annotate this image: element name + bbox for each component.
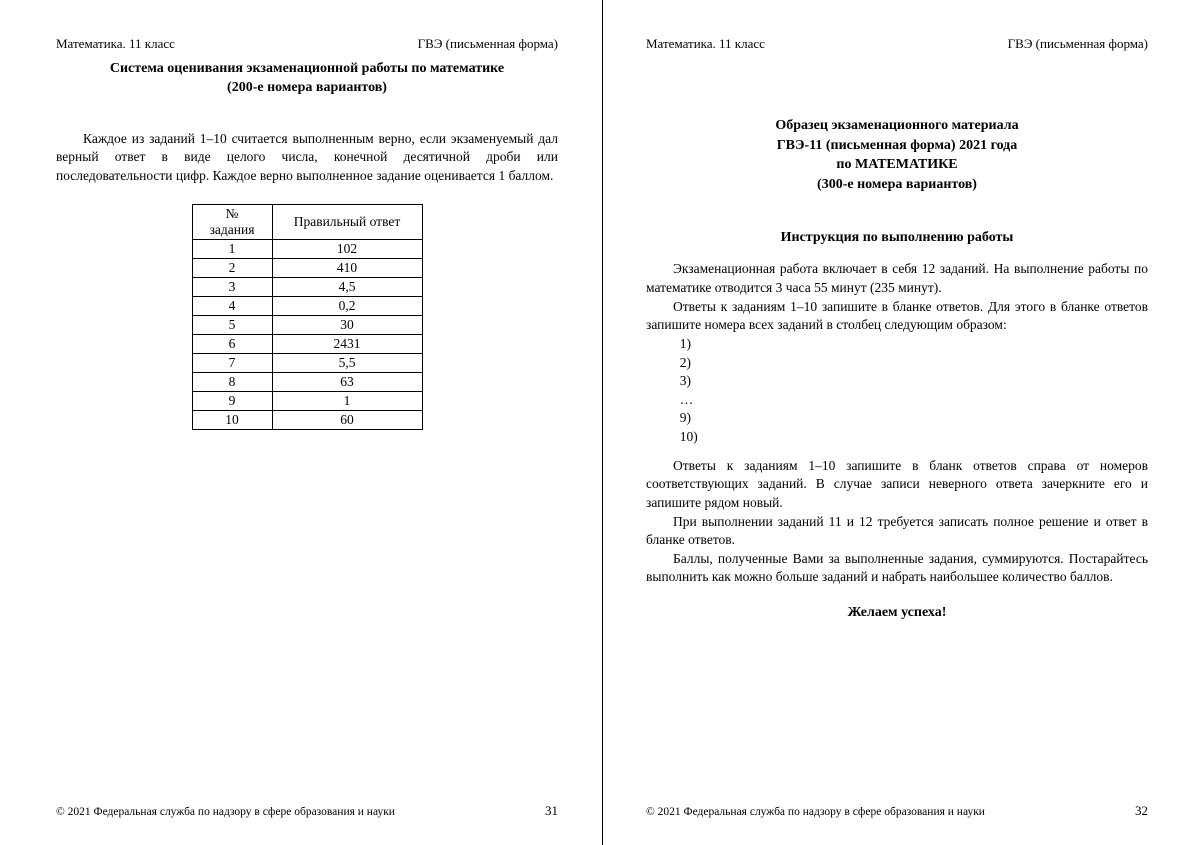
right-p2: Ответы к заданиям 1–10 запишите в бланке… [646, 298, 1148, 335]
wish-text: Желаем успеха! [646, 605, 1148, 621]
table-row: 1060 [192, 410, 422, 429]
head-subject: Математика. 11 класс [56, 36, 175, 52]
footer-right: © 2021 Федеральная служба по надзору в с… [646, 803, 1148, 819]
left-title: Система оценивания экзаменационной работ… [56, 60, 558, 98]
table-header-ans: Правильный ответ [272, 204, 422, 239]
list-item: 9) [680, 409, 1148, 428]
running-head-right: Математика. 11 класс ГВЭ (письменная фор… [646, 36, 1148, 52]
table-row: 863 [192, 372, 422, 391]
page-number: 31 [545, 803, 558, 819]
head-subject: Математика. 11 класс [646, 36, 765, 52]
table-row: 40,2 [192, 296, 422, 315]
list-item: 10) [680, 428, 1148, 447]
table-row: 1102 [192, 239, 422, 258]
page-number: 32 [1135, 803, 1148, 819]
table-row: 34,5 [192, 277, 422, 296]
copyright: © 2021 Федеральная служба по надзору в с… [56, 806, 395, 818]
number-list: 1) 2) 3) … 9) 10) [680, 335, 1148, 447]
head-form: ГВЭ (письменная форма) [1008, 36, 1148, 52]
left-title-line2: (200-е номера вариантов) [56, 79, 558, 98]
right-p1: Экзаменационная работа включает в себя 1… [646, 260, 1148, 297]
answer-key-table: № задания Правильный ответ 1102 2410 34,… [192, 204, 423, 430]
table-row: 530 [192, 315, 422, 334]
page-spread: Математика. 11 класс ГВЭ (письменная фор… [0, 0, 1204, 845]
table-row: 62431 [192, 334, 422, 353]
right-p5: Баллы, полученные Вами за выполненные за… [646, 550, 1148, 587]
footer-left: © 2021 Федеральная служба по надзору в с… [56, 803, 558, 819]
right-title-l1: Образец экзаменационного материала [646, 116, 1148, 136]
right-p4: При выполнении заданий 11 и 12 требуется… [646, 513, 1148, 550]
copyright: © 2021 Федеральная служба по надзору в с… [646, 806, 985, 818]
instruction-title: Инструкция по выполнению работы [646, 230, 1148, 246]
list-item: 3) [680, 372, 1148, 391]
right-title: Образец экзаменационного материала ГВЭ-1… [646, 116, 1148, 194]
table-row: 75,5 [192, 353, 422, 372]
page-left: Математика. 11 класс ГВЭ (письменная фор… [0, 0, 602, 845]
left-title-line1: Система оценивания экзаменационной работ… [56, 60, 558, 79]
list-item: … [680, 391, 1148, 410]
right-p3: Ответы к заданиям 1–10 запишите в бланк … [646, 457, 1148, 513]
table-row: 91 [192, 391, 422, 410]
table-row: 2410 [192, 258, 422, 277]
left-paragraph: Каждое из заданий 1–10 считается выполне… [56, 130, 558, 186]
list-item: 1) [680, 335, 1148, 354]
right-title-l2: ГВЭ-11 (письменная форма) 2021 года [646, 136, 1148, 156]
right-title-l3: по МАТЕМАТИКЕ [646, 155, 1148, 175]
running-head-left: Математика. 11 класс ГВЭ (письменная фор… [56, 36, 558, 52]
page-right: Математика. 11 класс ГВЭ (письменная фор… [602, 0, 1204, 845]
right-title-l4: (300-е номера вариантов) [646, 175, 1148, 195]
list-item: 2) [680, 354, 1148, 373]
head-form: ГВЭ (письменная форма) [418, 36, 558, 52]
table-header-num: № задания [192, 204, 272, 239]
